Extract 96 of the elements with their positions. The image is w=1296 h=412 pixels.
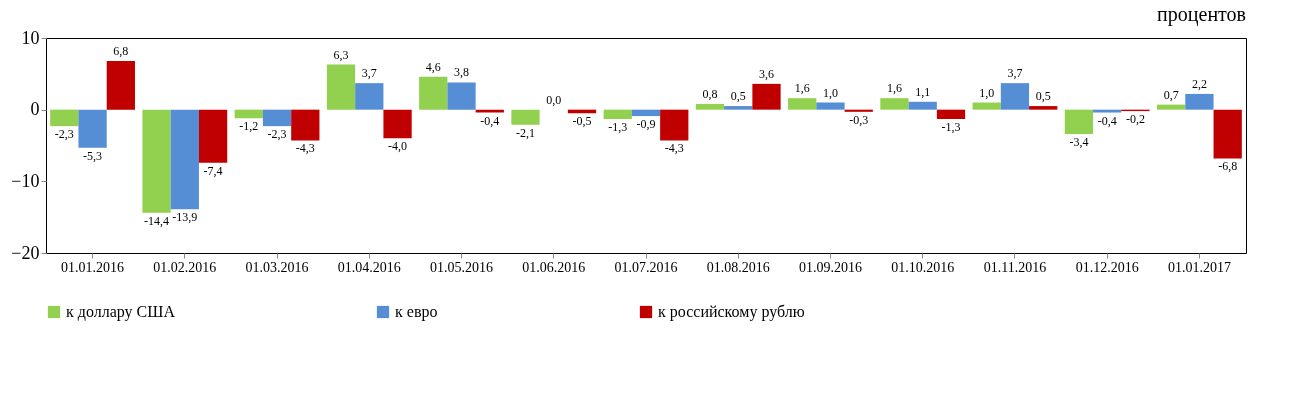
data-label: -5,3 xyxy=(83,148,103,163)
bar xyxy=(1064,109,1094,135)
bar xyxy=(198,109,228,163)
bar xyxy=(972,102,1001,110)
data-label: 0,8 xyxy=(702,86,718,101)
bar xyxy=(660,109,689,141)
bar xyxy=(1185,93,1214,110)
bar xyxy=(631,109,661,117)
bar xyxy=(78,109,107,148)
bar xyxy=(695,103,725,110)
legend-label: к евро xyxy=(395,303,438,321)
data-label: -0,4 xyxy=(480,113,500,128)
data-label: -4,0 xyxy=(388,139,408,154)
data-label: -2,3 xyxy=(267,127,287,142)
data-label: 1,1 xyxy=(915,84,931,99)
data-label: -1,2 xyxy=(239,119,259,134)
data-label: 3,7 xyxy=(1007,66,1023,81)
x-tick-label: 01.04.2016 xyxy=(337,259,401,275)
bar xyxy=(475,109,504,113)
data-label: -0,9 xyxy=(636,117,656,132)
x-tick-label: 01.01.2017 xyxy=(1167,259,1231,275)
bar xyxy=(170,109,199,210)
bar xyxy=(816,102,845,110)
data-label: 3,6 xyxy=(759,66,774,81)
x-tick-label: 01.01.2016 xyxy=(61,259,125,275)
bar xyxy=(383,109,412,139)
data-label: 1,6 xyxy=(794,81,810,96)
bar xyxy=(419,76,448,110)
bar xyxy=(142,109,171,213)
bar xyxy=(355,83,384,110)
y-tick-label: 0 xyxy=(30,99,40,120)
bar xyxy=(106,60,135,110)
bar xyxy=(880,98,909,110)
y-tick-label: 10 xyxy=(21,27,40,48)
bar xyxy=(1000,83,1030,110)
data-label: 0,0 xyxy=(546,92,562,107)
legend-label: к российскому рублю xyxy=(658,303,805,321)
data-label: -7,4 xyxy=(203,163,223,178)
data-label: -4,3 xyxy=(664,141,684,156)
data-label: -1,3 xyxy=(941,119,961,134)
bar xyxy=(326,64,356,110)
data-label: -14,4 xyxy=(144,213,170,228)
data-label: 6,8 xyxy=(113,43,129,58)
data-label: -2,1 xyxy=(516,125,535,140)
bar xyxy=(511,109,540,125)
bar xyxy=(234,109,263,119)
bar xyxy=(844,109,873,112)
data-label: 0,5 xyxy=(1035,89,1051,104)
data-label: -0,5 xyxy=(572,114,592,129)
x-tick-label: 01.03.2016 xyxy=(245,259,309,275)
x-tick-label: 01.10.2016 xyxy=(891,259,955,275)
y-tick-label: −20 xyxy=(11,242,40,263)
data-label: -13,9 xyxy=(172,210,198,225)
bar xyxy=(447,82,476,110)
x-tick-label: 01.06.2016 xyxy=(522,259,586,275)
bar xyxy=(603,109,632,119)
bar xyxy=(936,109,966,119)
bar xyxy=(1213,109,1242,159)
x-tick-label: 01.12.2016 xyxy=(1075,259,1139,275)
bar xyxy=(50,109,79,127)
data-label: -4,3 xyxy=(295,141,315,156)
data-label: 6,3 xyxy=(333,47,349,62)
bar xyxy=(1093,109,1122,113)
data-label: 1,6 xyxy=(886,81,902,96)
bar xyxy=(262,109,292,127)
data-label: -3,4 xyxy=(1069,135,1089,150)
data-label: -2,3 xyxy=(54,127,74,142)
data-label: -0,4 xyxy=(1097,113,1117,128)
data-label: 3,8 xyxy=(454,65,470,80)
chart-subtitle: процентов xyxy=(1157,3,1246,26)
data-label: 2,2 xyxy=(1191,76,1207,91)
data-label: 1,0 xyxy=(822,85,838,100)
x-tick-label: 01.08.2016 xyxy=(706,259,770,275)
data-label: 1,0 xyxy=(979,85,995,100)
x-tick-label: 01.07.2016 xyxy=(614,259,678,275)
data-label: -6,8 xyxy=(1218,159,1238,174)
data-label: 0,5 xyxy=(730,89,746,104)
bar xyxy=(1029,106,1058,110)
bar xyxy=(788,98,817,110)
x-tick-label: 01.02.2016 xyxy=(153,259,217,275)
data-label: -1,3 xyxy=(608,119,628,134)
data-label: 4,6 xyxy=(425,59,441,74)
bar xyxy=(724,106,753,110)
legend-label: к доллару США xyxy=(66,303,176,321)
data-label: 0,7 xyxy=(1163,87,1179,102)
bar xyxy=(291,109,320,141)
data-label: 3,7 xyxy=(361,66,377,81)
data-label: -0,3 xyxy=(849,112,869,127)
x-tick-label: 01.11.2016 xyxy=(983,259,1047,275)
data-label: -0,2 xyxy=(1125,112,1145,127)
bar xyxy=(908,101,937,110)
x-tick-label: 01.09.2016 xyxy=(798,259,862,275)
x-tick-label: 01.05.2016 xyxy=(430,259,494,275)
bar xyxy=(1157,104,1186,110)
y-tick-label: −10 xyxy=(11,170,40,191)
bar xyxy=(752,83,781,110)
